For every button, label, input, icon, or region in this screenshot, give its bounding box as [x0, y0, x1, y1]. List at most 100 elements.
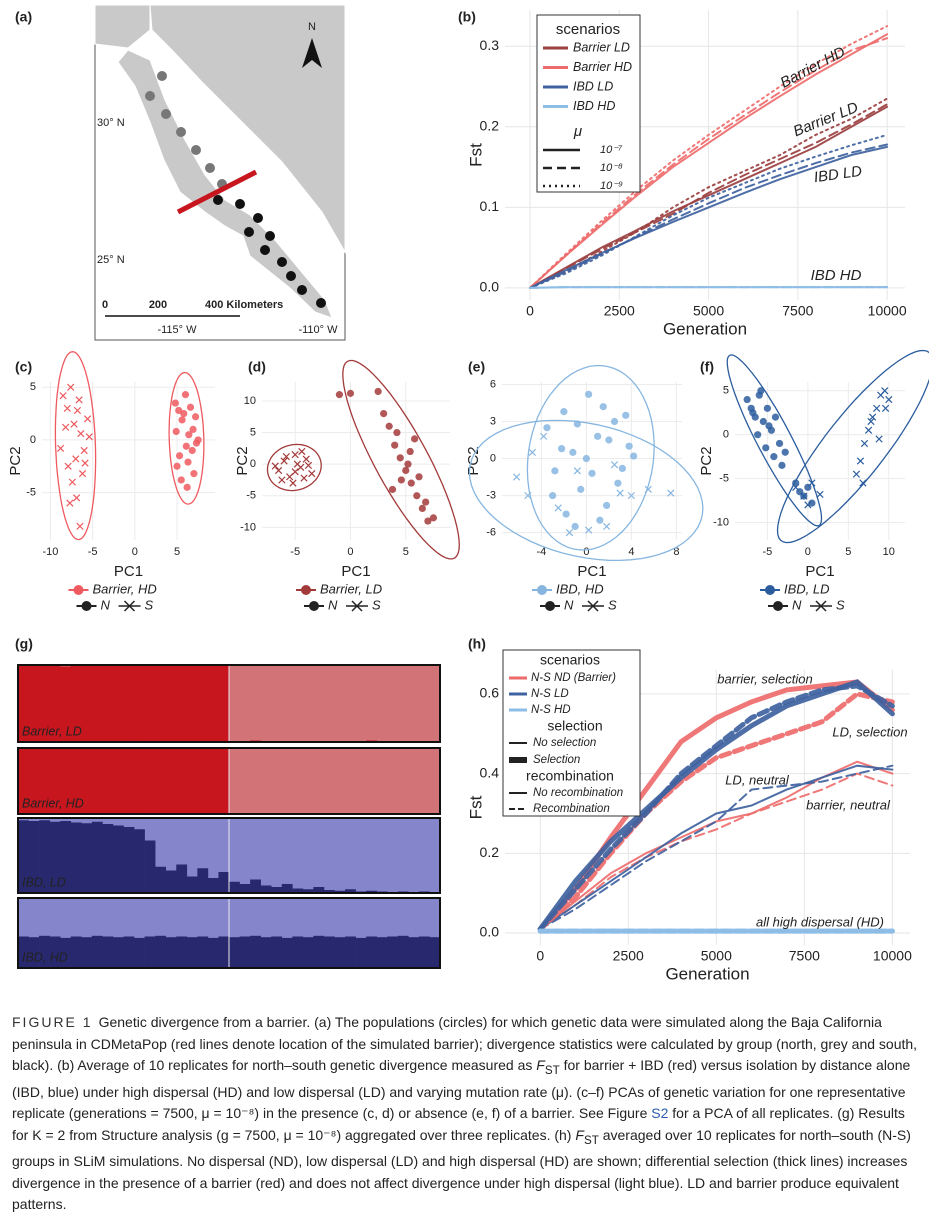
point — [336, 391, 343, 398]
x-tick-label: 5 — [845, 546, 851, 558]
legend-label: Barrier, LD — [320, 581, 382, 596]
ancestry-bar — [229, 937, 240, 968]
y-tick-label: 0.1 — [480, 198, 500, 214]
legend-label: Barrier LD — [573, 40, 630, 54]
point — [605, 436, 612, 443]
y-tick-label: -5 — [26, 487, 36, 499]
point — [77, 523, 83, 529]
panel-label: (b) — [458, 9, 476, 25]
point — [776, 440, 783, 447]
ancestry-bar — [218, 937, 229, 969]
caption-link[interactable]: S2 — [651, 1105, 668, 1121]
point — [574, 468, 580, 474]
x-tick-label: 0 — [536, 948, 544, 964]
ancestry-bar — [134, 665, 145, 742]
x-tick-label: -10 — [42, 546, 58, 558]
ancestry-bar — [187, 665, 198, 742]
point — [577, 486, 584, 493]
point — [404, 461, 411, 468]
point — [876, 436, 882, 442]
site — [316, 298, 326, 308]
y-tick-label: -3 — [486, 489, 496, 501]
ancestry-bar — [176, 748, 187, 814]
point — [430, 514, 437, 521]
ancestry-bar — [113, 748, 124, 814]
legend-label: Barrier, HD — [93, 581, 157, 596]
ancestry-bar — [261, 937, 272, 968]
x-tick-label: 10 — [883, 546, 895, 558]
point — [62, 424, 68, 430]
legend-label: S — [372, 597, 381, 612]
point — [279, 477, 285, 483]
ancestry-bar — [282, 938, 293, 968]
point — [71, 421, 77, 427]
point — [762, 444, 769, 451]
point — [301, 475, 307, 481]
ancestry-bar — [261, 886, 272, 894]
y-tick-label: 10 — [244, 395, 256, 407]
line-annotation: barrier, selection — [717, 671, 812, 686]
point — [600, 403, 607, 410]
y-axis-title: PC2 — [234, 446, 251, 475]
point — [391, 442, 398, 449]
point — [611, 418, 618, 425]
ancestry-bar — [208, 938, 219, 968]
y-tick-label: 0 — [30, 434, 36, 446]
ancestry-bar — [176, 865, 187, 894]
point — [309, 470, 315, 476]
ancestry-bar — [92, 822, 103, 893]
ancestry-bar — [218, 665, 229, 742]
point — [178, 416, 185, 423]
point — [555, 505, 561, 511]
site — [161, 109, 171, 119]
x-tick-label: 7500 — [782, 303, 813, 319]
legend-title: scenarios — [540, 652, 600, 668]
point — [347, 390, 354, 397]
caption-symbol: F — [536, 1057, 545, 1073]
ancestry-bar — [187, 877, 198, 894]
ancestry-bar — [398, 936, 409, 968]
ancestry-bar — [208, 748, 219, 814]
ancestry-bar — [145, 841, 156, 894]
ancestry-bar — [218, 748, 229, 814]
point — [192, 413, 199, 420]
point — [419, 505, 426, 512]
caption-subscript: ST — [545, 1064, 560, 1077]
ancestry-bar — [134, 938, 145, 968]
ancestry-bar — [92, 665, 103, 742]
point — [303, 456, 309, 462]
point — [782, 449, 789, 456]
x-tick-label: 2500 — [604, 303, 635, 319]
x-tick-label: 5 — [403, 546, 409, 558]
point — [772, 414, 779, 421]
point — [588, 470, 595, 477]
y-tick-label: 0 — [490, 452, 496, 464]
y-tick-label: 0.0 — [480, 924, 500, 940]
panel-label: (e) — [468, 359, 485, 375]
panel-label: (h) — [468, 636, 486, 652]
point — [873, 405, 879, 411]
point — [81, 447, 87, 453]
point — [398, 476, 405, 483]
ancestry-bar — [356, 938, 367, 968]
point — [190, 470, 197, 477]
ancestry-bar — [145, 937, 156, 969]
legend-swatch — [545, 601, 555, 611]
panel-label: (a) — [15, 9, 32, 25]
x-axis-title: Generation — [663, 319, 747, 338]
ancestry-bar — [282, 884, 293, 893]
ancestry-bar — [324, 937, 335, 969]
y-tick-label: 5 — [30, 381, 36, 393]
point — [757, 387, 764, 394]
ancestry-bar — [124, 937, 135, 969]
y-axis-title: Fst — [466, 795, 485, 819]
point — [389, 486, 396, 493]
point — [189, 447, 196, 454]
ancestry-bar — [250, 936, 261, 968]
point — [173, 463, 180, 470]
site — [244, 227, 254, 237]
ancestry-bar — [124, 748, 135, 814]
point — [765, 422, 772, 429]
legend-title: selection — [547, 718, 602, 734]
